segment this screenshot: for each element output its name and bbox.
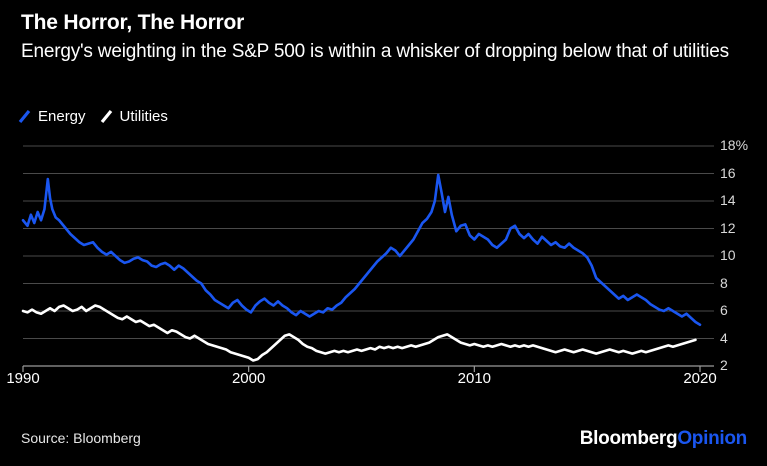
legend-item-utilities[interactable]: Utilities [100, 108, 168, 125]
y-axis-label: 4 [720, 329, 728, 346]
x-axis-label: 2010 [457, 370, 492, 387]
legend-label-energy: Energy [38, 108, 86, 125]
slash-icon [18, 109, 31, 124]
slash-icon [100, 109, 113, 124]
brand-bloomberg: Bloomberg [579, 428, 678, 449]
legend-item-energy[interactable]: Energy [18, 108, 86, 125]
y-axis-label: 2 [720, 357, 728, 373]
x-axis-label: 2020 [683, 370, 717, 387]
legend-label-utilities: Utilities [119, 108, 168, 125]
chart-legend: Energy Utilities [18, 108, 168, 125]
page-subtitle: Energy's weighting in the S&P 500 is wit… [21, 41, 729, 62]
y-axis-label: 18% [720, 137, 749, 153]
brand-opinion: Opinion [677, 428, 747, 449]
y-axis-label: 12 [720, 219, 736, 236]
x-axis-label: 1990 [6, 370, 40, 387]
page-title: The Horror, The Horror [21, 11, 245, 34]
source-note: Source: Bloomberg [21, 430, 141, 446]
y-axis-label: 14 [720, 192, 736, 208]
y-axis-label: 10 [720, 247, 736, 263]
y-axis-label: 16 [720, 164, 736, 181]
chart-plot-area [0, 130, 767, 380]
bloomberg-opinion-logo: BloombergOpinion [579, 428, 748, 450]
x-axis-label: 2000 [231, 370, 266, 387]
y-axis-label: 8 [720, 274, 728, 291]
y-axis-label: 6 [720, 302, 728, 318]
